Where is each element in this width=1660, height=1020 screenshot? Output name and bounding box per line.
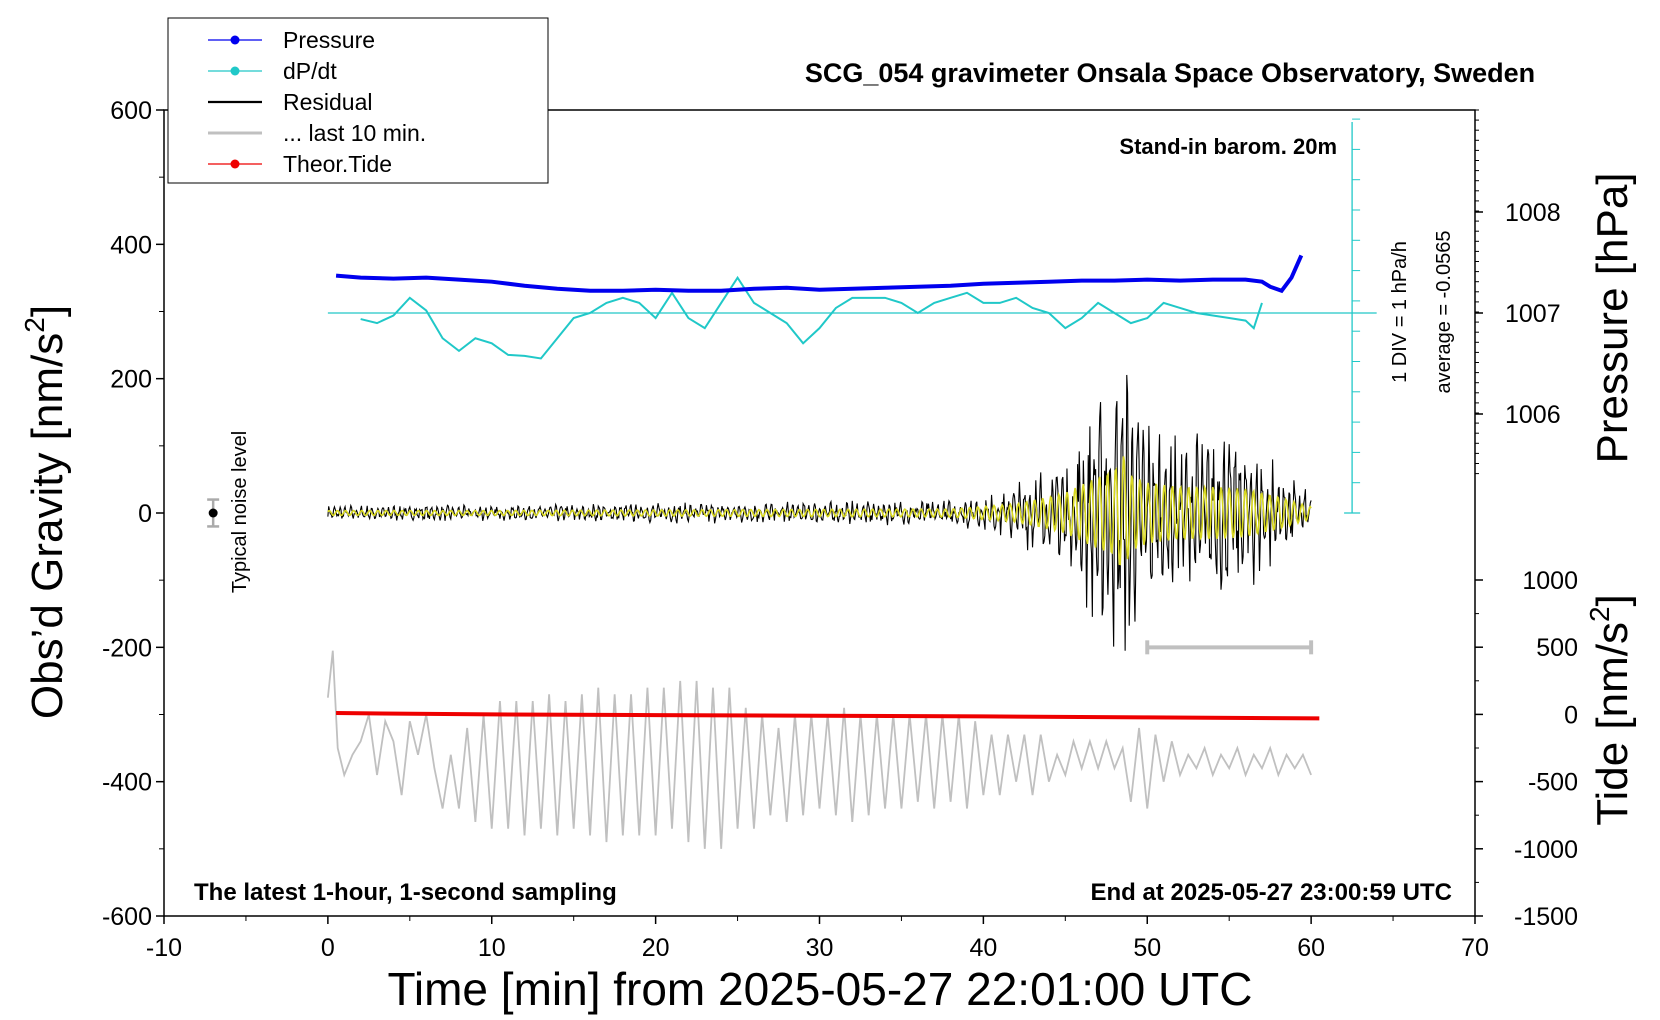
legend-label: ... last 10 min. bbox=[283, 120, 426, 146]
legend-marker bbox=[230, 35, 240, 45]
pressure-tick-label: 1008 bbox=[1505, 199, 1561, 227]
legend-label: dP/dt bbox=[283, 58, 337, 84]
left-axis-label-close: ] bbox=[23, 305, 72, 317]
legend-marker bbox=[230, 66, 240, 76]
tide-axis-label-close: ] bbox=[1588, 594, 1637, 606]
legend-label: Theor.Tide bbox=[283, 151, 392, 177]
tide-axis-label: Tide [nm/s2] bbox=[1584, 594, 1637, 826]
noise-level-label: Typical noise level bbox=[229, 431, 251, 593]
residual-lowpass-line bbox=[327, 456, 1312, 566]
x-tick-label: -10 bbox=[146, 934, 182, 962]
left-axis-label-main: Obs’d Gravity [nm/s bbox=[23, 333, 72, 719]
x-tick-label: 10 bbox=[478, 934, 506, 962]
tide-axis-label-sup: 2 bbox=[1584, 606, 1615, 622]
series-layer bbox=[207, 118, 1377, 849]
x-axis-label: Time [min] from 2025-05-27 22:01:00 UTC bbox=[388, 963, 1253, 1015]
pressure-series-line bbox=[335, 254, 1304, 294]
left-axis-label: Obs’d Gravity [nm/s2] bbox=[19, 305, 72, 719]
tide-series-line bbox=[336, 711, 1320, 721]
left-tick-label: 200 bbox=[110, 366, 152, 394]
barometer-note: Stand-in barom. 20m bbox=[1119, 134, 1337, 159]
left-tick-label: 0 bbox=[138, 500, 152, 528]
sampling-note: The latest 1-hour, 1-second sampling bbox=[194, 879, 617, 906]
tide-tick-label: 0 bbox=[1564, 701, 1578, 729]
x-tick-label: 20 bbox=[642, 934, 670, 962]
x-tick-label: 40 bbox=[969, 934, 997, 962]
legend-label: Residual bbox=[283, 89, 373, 115]
dpdt-series-line bbox=[360, 275, 1263, 360]
left-axis-label-sup: 2 bbox=[19, 317, 50, 333]
left-tick-label: -200 bbox=[102, 634, 152, 662]
x-tick-label: 30 bbox=[806, 934, 834, 962]
pressure-axis-ticks: 1006 1007 1008 bbox=[1475, 109, 1561, 475]
tide-axis-label-main: Tide [nm/s bbox=[1588, 622, 1637, 826]
legend-label: Pressure bbox=[283, 27, 375, 53]
left-tick-label: -400 bbox=[102, 769, 152, 797]
legend-box bbox=[167, 17, 549, 184]
plot-area bbox=[163, 109, 1476, 917]
tide-tick-label: -1500 bbox=[1514, 903, 1578, 931]
left-axis-ticks: -600 -400 -200 0 200 400 600 bbox=[102, 97, 164, 931]
pressure-tick-label: 1007 bbox=[1505, 300, 1561, 328]
tide-axis-ticks: -1500 -1000 -500 0 500 1000 bbox=[1475, 567, 1578, 931]
end-time-note: End at 2025-05-27 23:00:59 UTC bbox=[1091, 879, 1453, 906]
x-tick-label: 60 bbox=[1297, 934, 1325, 962]
residual-series-line bbox=[327, 374, 1312, 651]
tide-tick-label: -1000 bbox=[1514, 836, 1578, 864]
legend-entries: Pressure dP/dt Residual ... last 10 min. The… bbox=[208, 27, 426, 177]
left-tick-label: 400 bbox=[110, 231, 152, 259]
legend-marker bbox=[230, 159, 240, 169]
last10-series-line bbox=[326, 650, 1312, 849]
noise-point bbox=[208, 508, 218, 518]
x-tick-label: 0 bbox=[321, 934, 335, 962]
x-axis-ticks: -10 0 10 20 30 40 50 60 70 bbox=[146, 916, 1489, 962]
div-note: 1 DIV = 1 hPa/h bbox=[1389, 241, 1411, 383]
x-tick-label: 70 bbox=[1461, 934, 1489, 962]
tide-tick-label: -500 bbox=[1528, 769, 1578, 797]
pressure-tick-label: 1006 bbox=[1505, 401, 1561, 429]
left-tick-label: -600 bbox=[102, 903, 152, 931]
tide-tick-label: 500 bbox=[1536, 634, 1578, 662]
average-note: average = -0.0565 bbox=[1433, 231, 1455, 394]
tide-tick-label: 1000 bbox=[1522, 567, 1578, 595]
x-tick-label: 50 bbox=[1133, 934, 1161, 962]
legend: Pressure dP/dt Residual ... last 10 min. The… bbox=[167, 17, 549, 184]
left-tick-label: 600 bbox=[110, 97, 152, 125]
pressure-axis-label: Pressure [hPa] bbox=[1588, 172, 1637, 463]
chart-title: SCG_054 gravimeter Onsala Space Observat… bbox=[805, 58, 1535, 88]
